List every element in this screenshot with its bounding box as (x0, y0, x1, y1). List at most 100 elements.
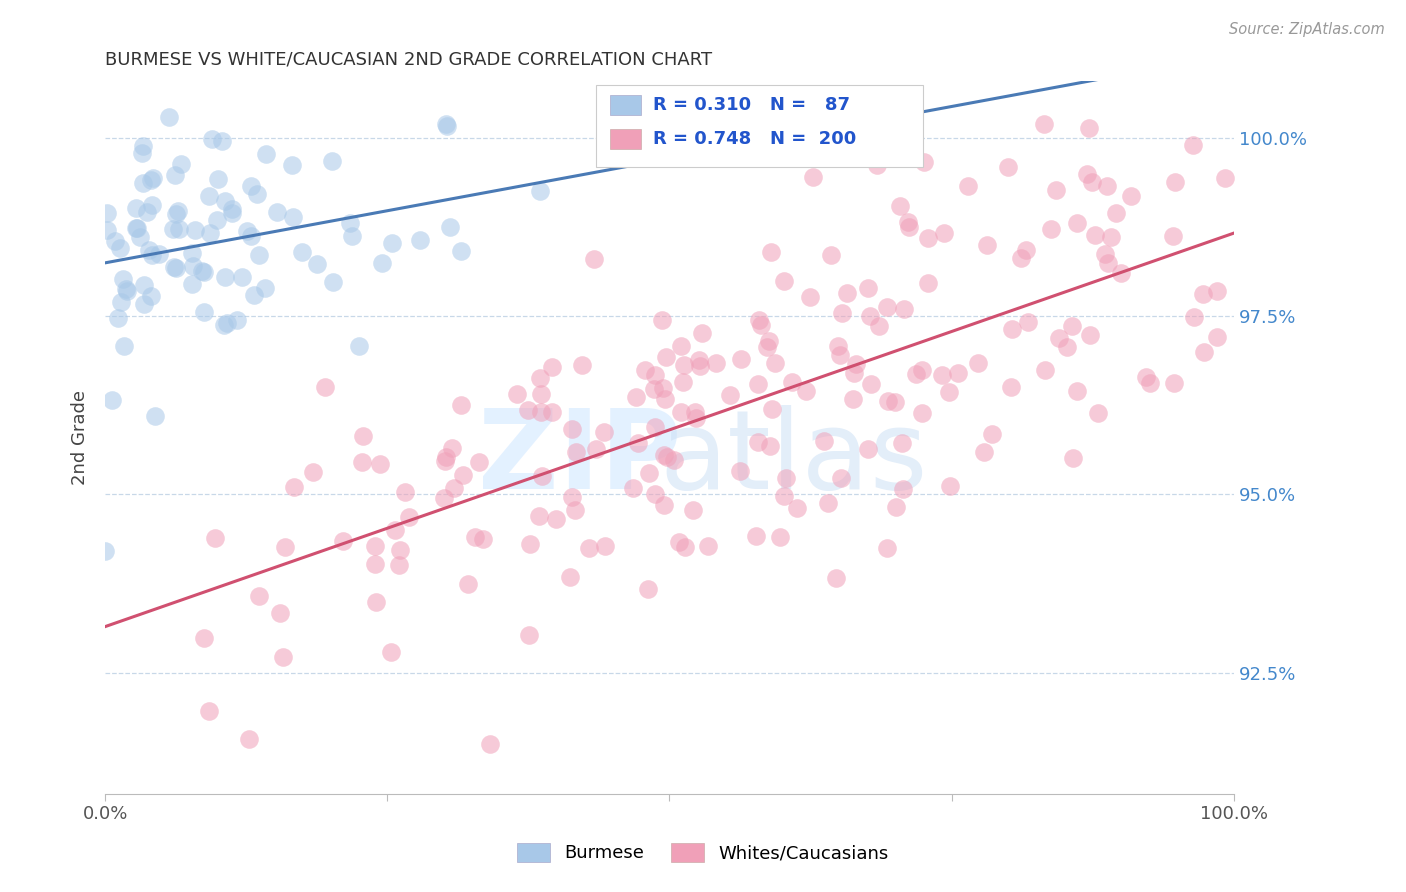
Point (773, 274, 796, 288)
Point (780, 376, 803, 390)
Point (1033, 117, 1056, 131)
Point (593, 540, 616, 554)
Point (624, 391, 647, 405)
Point (181, 277, 204, 291)
Point (529, 184, 551, 198)
Point (1078, 327, 1101, 342)
Point (94, 544, 117, 558)
Point (813, 434, 835, 449)
Point (627, 436, 650, 450)
Point (1056, 340, 1078, 354)
Point (1094, 247, 1116, 261)
Point (841, 392, 863, 406)
Point (1015, 243, 1038, 257)
Point (745, 529, 768, 543)
Point (240, 178, 263, 193)
Point (644, 420, 666, 434)
Point (578, 541, 600, 555)
Point (193, 631, 215, 645)
Point (96, 223, 118, 237)
Point (671, 376, 693, 390)
Point (183, 223, 205, 237)
Point (363, 557, 385, 571)
Point (654, 392, 676, 407)
Point (884, 395, 907, 409)
Point (858, 281, 880, 295)
Point (389, 542, 412, 557)
Point (141, 248, 163, 262)
Point (162, 222, 184, 236)
Point (561, 490, 583, 504)
Point (912, 155, 935, 169)
Point (439, 220, 461, 235)
Point (350, 454, 373, 468)
Point (728, 464, 751, 478)
Point (364, 539, 387, 553)
Point (704, 356, 727, 370)
Point (388, 558, 411, 572)
Point (132, 297, 155, 311)
Point (269, 606, 291, 620)
Point (281, 158, 304, 172)
Point (652, 448, 675, 462)
Point (433, 491, 456, 505)
Point (238, 731, 260, 746)
Point (530, 387, 553, 401)
Point (897, 215, 920, 229)
Point (769, 531, 792, 545)
Point (201, 131, 224, 145)
Point (825, 570, 848, 584)
Point (893, 302, 915, 317)
Point (247, 248, 270, 262)
Point (125, 221, 148, 235)
Point (981, 427, 1004, 442)
Point (638, 466, 661, 480)
Point (859, 309, 882, 323)
Point (132, 138, 155, 153)
Point (214, 194, 236, 208)
Point (690, 326, 713, 341)
Point (1097, 256, 1119, 270)
Point (193, 265, 215, 279)
Point (973, 444, 995, 458)
Point (761, 402, 783, 417)
Point (673, 358, 696, 372)
Point (180, 246, 202, 260)
Point (558, 570, 581, 584)
Point (314, 380, 336, 394)
Legend: Burmese, Whites/Caucasians: Burmese, Whites/Caucasians (510, 836, 896, 870)
Point (451, 468, 474, 483)
Point (253, 281, 276, 295)
Point (1000, 380, 1022, 394)
Point (472, 532, 495, 546)
Point (443, 481, 465, 495)
Point (239, 228, 262, 243)
Point (748, 312, 770, 326)
Point (564, 502, 586, 516)
Point (845, 357, 868, 371)
Point (231, 270, 253, 285)
Point (747, 435, 769, 450)
Point (214, 270, 236, 285)
Point (531, 469, 554, 483)
Point (517, 628, 540, 642)
Point (215, 316, 238, 330)
Point (191, 264, 214, 278)
Point (644, 487, 666, 501)
Text: BURMESE VS WHITE/CAUCASIAN 2ND GRADE CORRELATION CHART: BURMESE VS WHITE/CAUCASIAN 2ND GRADE COR… (105, 51, 713, 69)
Point (688, 353, 710, 368)
Point (1099, 230, 1122, 244)
Point (689, 359, 711, 373)
Point (340, 229, 363, 244)
Point (668, 535, 690, 549)
Point (433, 454, 456, 468)
Point (830, 471, 852, 485)
Point (817, 495, 839, 509)
Point (1163, 376, 1185, 390)
Point (181, 260, 204, 274)
Point (142, 171, 165, 186)
Point (1164, 176, 1187, 190)
Point (911, 363, 934, 377)
Point (1205, 284, 1227, 298)
Point (434, 450, 457, 464)
